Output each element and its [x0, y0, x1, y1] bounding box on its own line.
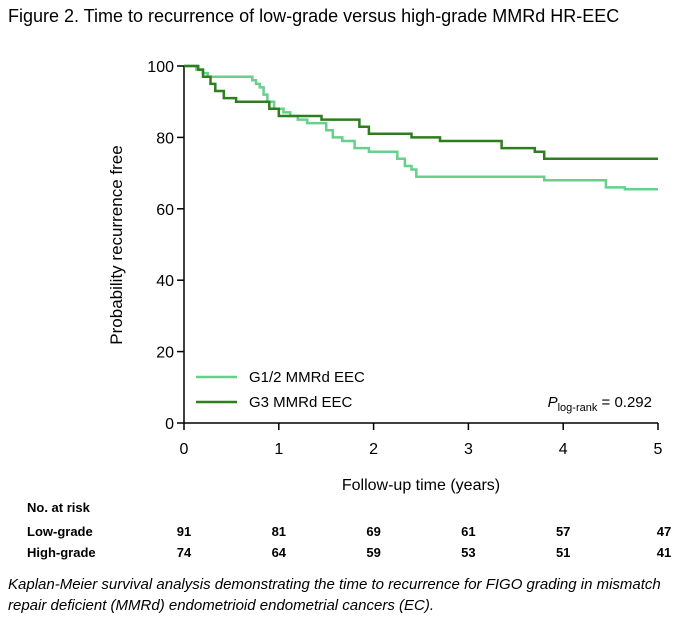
x-tick-label-0: 0 [180, 441, 189, 458]
p-symbol: P [548, 394, 558, 411]
x-tick-label-1: 1 [274, 441, 283, 458]
x-tick-label-4: 4 [559, 441, 568, 458]
figure-caption: Kaplan-Meier survival analysis demonstra… [8, 576, 661, 614]
x-tick-label-3: 3 [464, 441, 473, 458]
legend-label-1: G1/2 MMRd EEC [249, 369, 365, 386]
p-value-annotation: Plog-rank = 0.292 [548, 394, 652, 414]
y-tick-label-4: 80 [156, 130, 174, 147]
y-tick-label-1: 20 [156, 345, 174, 362]
y-tick-label-0: 0 [165, 416, 174, 433]
legend-label-2: G3 MMRd EEC [249, 394, 353, 411]
y-tick-label-5: 100 [147, 59, 174, 76]
series-line-2 [184, 64, 658, 161]
y-tick-label-2: 40 [156, 273, 174, 290]
p-subscript: log-rank [558, 402, 598, 414]
x-tick-label-5: 5 [654, 441, 663, 458]
series-line-1 [184, 64, 658, 191]
y-tick-label-3: 60 [156, 202, 174, 219]
p-value-text: = 0.292 [597, 394, 652, 411]
x-axis-label: Follow-up time (years) [342, 477, 500, 494]
figure-title: Figure 2. Time to recurrence of low-grad… [8, 6, 620, 26]
y-axis-label: Probability recurrence free [107, 145, 126, 344]
x-tick-label-2: 2 [369, 441, 378, 458]
